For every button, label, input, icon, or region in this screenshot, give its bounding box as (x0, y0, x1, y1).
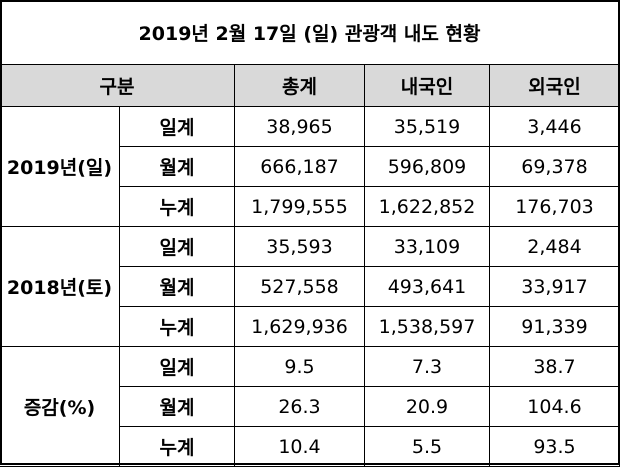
row-label: 일계 (120, 227, 235, 267)
group-label: 증감(%) (0, 347, 120, 467)
value-cell: 69,378 (490, 147, 620, 187)
value-cell: 1,629,936 (235, 307, 365, 347)
value-cell: 9.5 (235, 347, 365, 387)
value-cell: 1,799,555 (235, 187, 365, 227)
header-cell: 외국인 (490, 65, 620, 107)
value-cell: 5.5 (365, 427, 490, 467)
row-label: 일계 (120, 347, 235, 387)
row-label: 월계 (120, 267, 235, 307)
row-label: 누계 (120, 427, 235, 467)
value-cell: 33,917 (490, 267, 620, 307)
value-cell: 527,558 (235, 267, 365, 307)
value-cell: 104.6 (490, 387, 620, 427)
header-cell: 구분 (0, 65, 235, 107)
header-cell: 총계 (235, 65, 365, 107)
row-label: 누계 (120, 307, 235, 347)
header-cell: 내국인 (365, 65, 490, 107)
value-cell: 7.3 (365, 347, 490, 387)
group-label: 2018년(토) (0, 227, 120, 347)
row-label: 월계 (120, 147, 235, 187)
value-cell: 596,809 (365, 147, 490, 187)
value-cell: 20.9 (365, 387, 490, 427)
value-cell: 33,109 (365, 227, 490, 267)
value-cell: 493,641 (365, 267, 490, 307)
value-cell: 3,446 (490, 107, 620, 147)
value-cell: 35,593 (235, 227, 365, 267)
title: 2019년 2월 17일 (일) 관광객 내도 현황 (0, 0, 620, 65)
value-cell: 1,622,852 (365, 187, 490, 227)
value-cell: 93.5 (490, 427, 620, 467)
row-label: 누계 (120, 187, 235, 227)
row-label: 일계 (120, 107, 235, 147)
value-cell: 91,339 (490, 307, 620, 347)
group-label: 2019년(일) (0, 107, 120, 227)
value-cell: 26.3 (235, 387, 365, 427)
value-cell: 2,484 (490, 227, 620, 267)
value-cell: 666,187 (235, 147, 365, 187)
value-cell: 176,703 (490, 187, 620, 227)
value-cell: 38,965 (235, 107, 365, 147)
value-cell: 10.4 (235, 427, 365, 467)
value-cell: 38.7 (490, 347, 620, 387)
value-cell: 35,519 (365, 107, 490, 147)
value-cell: 1,538,597 (365, 307, 490, 347)
row-label: 월계 (120, 387, 235, 427)
